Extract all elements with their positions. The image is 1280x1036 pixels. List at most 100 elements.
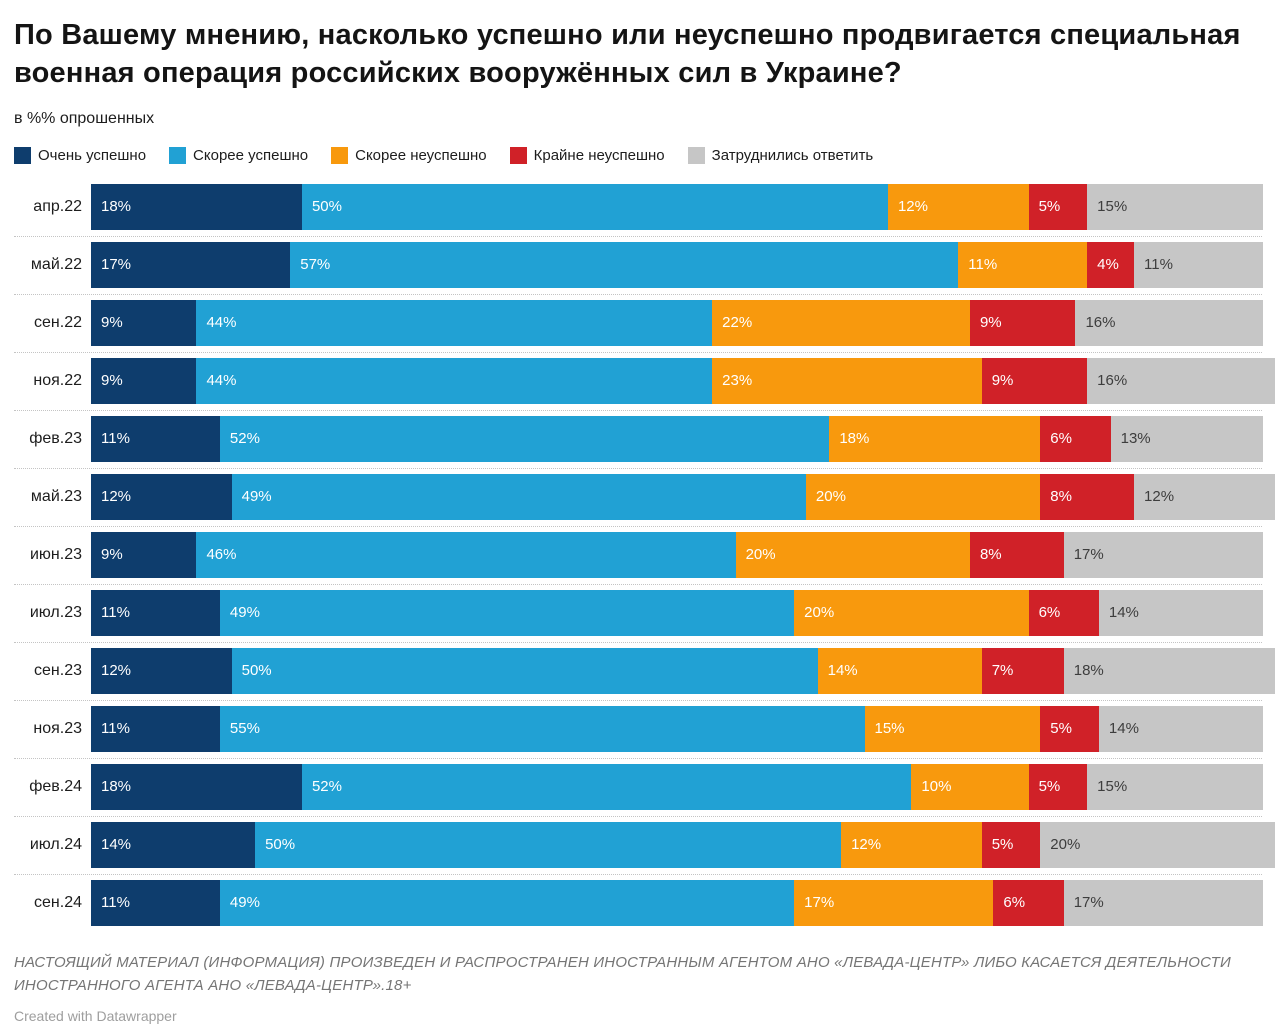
segment-value-label: 55% <box>229 720 260 738</box>
segment-value-label: 50% <box>311 198 342 216</box>
bar-segment: 16% <box>1075 299 1263 346</box>
bar-segment: 18% <box>91 763 302 810</box>
bar-track: 11% 52% 18% 6% 13% <box>91 415 1263 462</box>
segment-value-label: 20% <box>745 546 776 564</box>
bar-segment: 50% <box>301 183 888 230</box>
segment-value-label: 5% <box>1038 778 1061 796</box>
bar-row: ноя.22 9% 44% 23% 9% 16% <box>14 357 1275 404</box>
segment-value-label: 11% <box>101 894 130 912</box>
bar-segment: 11% <box>91 879 220 926</box>
segment-value-label: 9% <box>101 314 123 332</box>
bar-segment: 4% <box>1087 241 1135 288</box>
segment-value-label: 46% <box>206 546 237 564</box>
bar-segment: 15% <box>1087 763 1263 810</box>
bar-segment: 49% <box>231 473 806 520</box>
bar-row: сен.22 9% 44% 22% 9% 16% <box>14 299 1263 346</box>
bar-track: 9% 44% 23% 9% 16% <box>91 357 1275 404</box>
legend-swatch-icon <box>14 146 31 164</box>
segment-value-label: 16% <box>1097 372 1128 390</box>
bar-segment: 49% <box>219 879 795 926</box>
bar-track: 11% 49% 17% 6% 17% <box>91 879 1263 926</box>
segment-value-label: 5% <box>1050 720 1072 738</box>
row-separator <box>14 757 1262 759</box>
bar-segment: 50% <box>231 647 818 694</box>
row-separator <box>14 641 1262 643</box>
legend-item: Скорее неуспешно <box>331 146 487 164</box>
bar-track: 17% 57% 11% 4% 11% <box>91 241 1263 288</box>
legend-label: Крайне неуспешно <box>533 146 665 164</box>
bar-row: сен.23 12% 50% 14% 7% 18% <box>14 647 1275 694</box>
segment-value-label: 49% <box>229 894 260 912</box>
segment-value-label: 15% <box>1097 778 1128 796</box>
bar-row: июл.24 14% 50% 12% 5% 20% <box>14 821 1275 868</box>
segment-value-label: 12% <box>101 488 132 506</box>
segment-value-label: 12% <box>897 198 928 216</box>
bar-segment: 20% <box>794 589 1029 636</box>
bar-segment: 10% <box>911 763 1029 810</box>
segment-value-label: 49% <box>241 488 272 506</box>
bar-segment: 6% <box>993 879 1064 926</box>
bar-segment: 13% <box>1110 415 1263 462</box>
segment-value-label: 50% <box>265 836 296 854</box>
segment-value-label: 20% <box>804 604 835 622</box>
segment-value-label: 4% <box>1097 256 1119 274</box>
segment-value-label: 6% <box>1003 894 1026 912</box>
bar-track: 18% 50% 12% 5% 15% <box>91 183 1263 230</box>
bar-segment: 52% <box>301 763 912 810</box>
bar-segment: 15% <box>1087 183 1263 230</box>
segment-value-label: 17% <box>804 894 835 912</box>
segment-value-label: 11% <box>1144 256 1173 274</box>
segment-value-label: 5% <box>1038 198 1061 216</box>
legend-item: Крайне неуспешно <box>509 146 665 164</box>
bar-segment: 16% <box>1087 357 1275 404</box>
segment-value-label: 14% <box>827 662 858 680</box>
segment-value-label: 12% <box>851 836 882 854</box>
segment-value-label: 18% <box>839 430 870 448</box>
chart-subtitle: в %% опрошенных <box>14 109 155 127</box>
row-label: ноя.23 <box>33 719 82 737</box>
bar-segment: 14% <box>1098 589 1263 636</box>
segment-value-label: 44% <box>206 314 237 332</box>
segment-value-label: 10% <box>921 778 952 796</box>
bar-segment: 49% <box>219 589 795 636</box>
bar-segment: 5% <box>1040 705 1099 752</box>
row-separator <box>14 815 1262 817</box>
row-label: фев.23 <box>29 429 82 447</box>
bar-segment: 12% <box>91 473 232 520</box>
bar-segment: 9% <box>91 299 197 346</box>
legend-item: Очень успешно <box>14 146 146 164</box>
segment-value-label: 57% <box>300 256 331 274</box>
segment-value-label: 16% <box>1085 314 1116 332</box>
segment-value-label: 13% <box>1120 430 1151 448</box>
legend-swatch-icon <box>331 146 349 164</box>
bar-segment: 22% <box>712 299 970 346</box>
segment-value-label: 12% <box>1144 488 1175 506</box>
row-separator <box>14 583 1262 585</box>
bar-segment: 12% <box>1134 473 1275 520</box>
segment-value-label: 15% <box>1097 198 1128 216</box>
segment-value-label: 8% <box>1050 488 1072 506</box>
segment-value-label: 22% <box>722 314 753 332</box>
bar-segment: 11% <box>958 241 1088 288</box>
bar-track: 12% 49% 20% 8% 12% <box>91 473 1275 520</box>
legend: Очень успешно Скорее успешно Скорее неуспе… <box>14 146 1262 164</box>
segment-value-label: 17% <box>101 256 132 274</box>
chart-title: По Вашему мнению, насколько успешно или … <box>14 19 1241 90</box>
row-label: сен.24 <box>34 893 82 911</box>
segment-value-label: 17% <box>1073 546 1104 564</box>
bar-segment: 9% <box>981 357 1088 404</box>
legend-swatch-icon <box>687 146 705 164</box>
bar-track: 14% 50% 12% 5% 20% <box>91 821 1275 868</box>
stacked-bar-chart: апр.22 18% 50% 12% 5% 15% май.22 17% 57% 11% 4% 11%… <box>14 183 1275 926</box>
bar-segment: 14% <box>1098 705 1263 752</box>
bar-track: 11% 55% 15% 5% 14% <box>91 705 1263 752</box>
segment-value-label: 6% <box>1038 604 1061 622</box>
bar-track: 12% 50% 14% 7% 18% <box>91 647 1275 694</box>
datawrapper-attribution: Created with Datawrapper <box>14 1008 177 1025</box>
segment-value-label: 20% <box>815 488 846 506</box>
foreign-agent-disclaimer: НАСТОЯЩИЙ МАТЕРИАЛ (ИНФОРМАЦИЯ) ПРОИЗВЕД… <box>14 953 1231 994</box>
segment-value-label: 49% <box>229 604 260 622</box>
segment-value-label: 14% <box>101 836 132 854</box>
segment-value-label: 44% <box>206 372 237 390</box>
bar-segment: 23% <box>712 357 982 404</box>
